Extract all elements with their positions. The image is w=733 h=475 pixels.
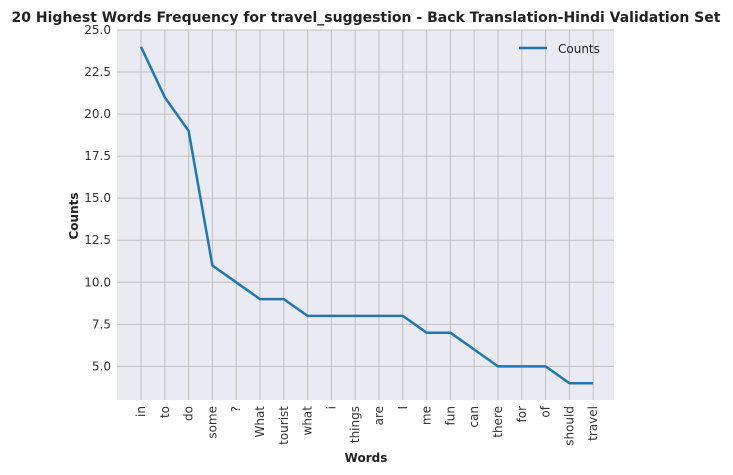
- y-tick-label: 20.0: [84, 107, 111, 121]
- x-tick-label: of: [539, 405, 553, 417]
- y-tick-label: 7.5: [92, 317, 111, 331]
- x-tick-label: What: [253, 406, 267, 438]
- x-tick-label: are: [372, 406, 386, 425]
- x-tick-label: me: [420, 406, 434, 425]
- grid: [117, 29, 614, 400]
- x-tick-label: should: [562, 406, 576, 446]
- x-tick-label: what: [301, 406, 315, 436]
- x-tick-label: ?: [229, 406, 243, 412]
- y-tick-label: 25.0: [84, 23, 111, 37]
- x-tick-label: i: [324, 406, 338, 409]
- x-tick-label: can: [467, 406, 481, 428]
- x-tick-label: some: [205, 406, 219, 439]
- legend: Counts: [519, 42, 600, 56]
- x-tick-label: to: [158, 406, 172, 418]
- y-tick-label: 10.0: [84, 275, 111, 289]
- x-tick-label: do: [182, 406, 196, 421]
- legend-label-counts: Counts: [558, 42, 600, 56]
- y-tick-label: 15.0: [84, 191, 111, 205]
- x-tick-label: there: [491, 406, 505, 438]
- x-tick-label: for: [515, 406, 529, 423]
- x-tick-label: in: [134, 406, 148, 417]
- y-axis-label: Counts: [67, 192, 81, 239]
- x-axis-label: Words: [345, 451, 388, 465]
- plot-area: [117, 30, 614, 400]
- x-tick-label: things: [348, 406, 362, 443]
- x-tick-label: I: [396, 406, 410, 410]
- series-line-counts: [139, 46, 594, 385]
- y-tick-label: 22.5: [84, 65, 111, 79]
- x-tick-label: travel: [586, 406, 600, 441]
- x-tick-label: tourist: [277, 406, 291, 445]
- y-tick-label: 17.5: [84, 149, 111, 163]
- x-tick-label: fun: [443, 406, 457, 425]
- y-tick-label: 12.5: [84, 233, 111, 247]
- chart-title: 20 Highest Words Frequency for travel_su…: [12, 10, 721, 26]
- y-tick-label: 5.0: [92, 359, 111, 373]
- y-axis: 5.0 7.5 10.0 12.5 15.0 17.5 20.0 22.5 25.0: [84, 23, 111, 373]
